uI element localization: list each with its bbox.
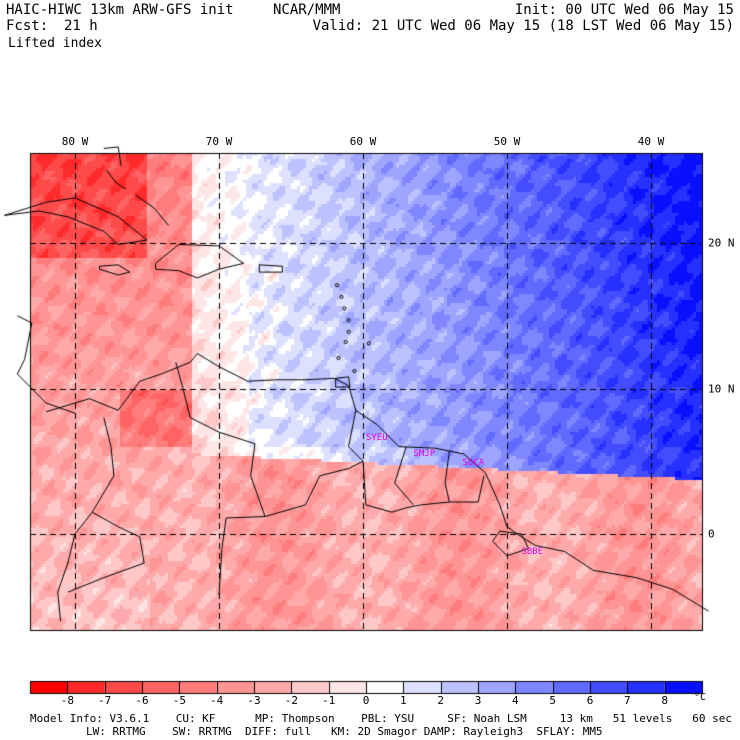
station-soca: SOCA bbox=[462, 458, 485, 469]
valid-time: Valid: 21 UTC Wed 06 May 15 (18 LST Wed … bbox=[312, 18, 734, 34]
colorbar-label-3: -5 bbox=[172, 694, 186, 707]
lat-label-1: 10 N bbox=[708, 382, 735, 395]
colorbar-label-5: -3 bbox=[247, 694, 261, 707]
colorbar-unit: °C bbox=[694, 692, 707, 703]
colorbar-label-8: 0 bbox=[362, 694, 370, 707]
colorbar-label-11: 3 bbox=[474, 694, 482, 707]
fcst-value: 21 h bbox=[64, 18, 98, 34]
colorbar-label-4: -4 bbox=[210, 694, 224, 707]
lon-label-2: 60 W bbox=[349, 135, 377, 148]
colorbar-label-15: 7 bbox=[624, 694, 631, 707]
fcst-label: Fcst: bbox=[6, 18, 49, 34]
init-time: Init: 00 UTC Wed 06 May 15 bbox=[514, 2, 734, 18]
colorbar-label-13: 5 bbox=[549, 694, 556, 707]
colorbar-label-10: 2 bbox=[437, 694, 444, 707]
station-smjp: SMJP bbox=[413, 449, 436, 460]
lat-label-2: 0 bbox=[708, 527, 715, 541]
colorbar-label-2: -6 bbox=[135, 694, 149, 707]
model-info-line-1: Model Info: V3.6.1 CU: KF MP: Thompson P… bbox=[30, 712, 732, 725]
colorbar-label-1: -7 bbox=[98, 694, 112, 707]
lon-label-3: 50 W bbox=[493, 135, 521, 148]
colorbar-label-12: 4 bbox=[512, 694, 519, 707]
lon-label-0: 80 W bbox=[61, 135, 89, 148]
org-label: NCAR/MMM bbox=[273, 2, 341, 18]
colorbar-label-0: -8 bbox=[60, 694, 74, 707]
colorbar-label-6: -2 bbox=[284, 694, 298, 707]
station-sbbe: SBBE bbox=[521, 546, 544, 557]
colorbar-label-7: -1 bbox=[322, 694, 336, 707]
colorbar-label-14: 6 bbox=[586, 694, 594, 707]
lon-label-1: 70 W bbox=[205, 135, 233, 148]
field-name: Lifted index bbox=[8, 36, 102, 51]
lon-label-4: 40 W bbox=[637, 135, 665, 148]
station-syeu: SYEU bbox=[365, 433, 388, 444]
colorbar-label-9: 1 bbox=[400, 694, 407, 707]
model-title: HAIC-HIWC 13km ARW-GFS init bbox=[6, 2, 234, 18]
colorbar-label-16: 8 bbox=[661, 694, 668, 707]
lat-label-0: 20 N bbox=[708, 236, 735, 250]
model-info-line-2: LW: RRTMG SW: RRTMG DIFF: full KM: 2D Sm… bbox=[86, 725, 603, 738]
